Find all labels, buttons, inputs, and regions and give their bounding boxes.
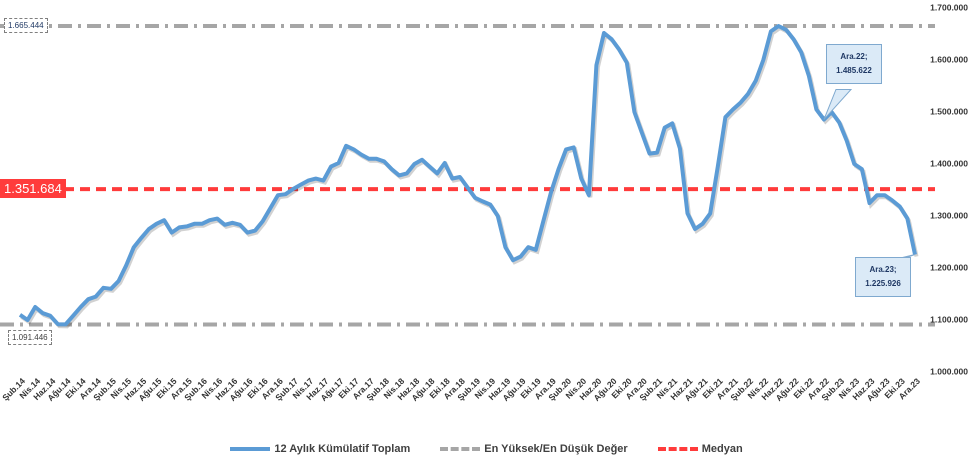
legend-item: En Yüksek/En Düşük Değer xyxy=(440,443,628,455)
y-tick-label: 1.500.000 xyxy=(930,106,968,116)
series-line-shadow xyxy=(20,25,919,329)
legend-label: 12 Aylık Kümülatif Toplam xyxy=(274,443,411,455)
reference-label: 1.351.684 xyxy=(0,179,66,199)
y-tick-label: 1.700.000 xyxy=(930,2,968,12)
y-tick-label: 1.300.000 xyxy=(930,210,968,220)
legend-swatch xyxy=(657,447,698,451)
callout-pointer xyxy=(823,88,853,120)
reference-label: 1.665.444 xyxy=(4,17,48,33)
series-line xyxy=(18,24,917,327)
legend-swatch xyxy=(230,447,271,451)
legend-item: 12 Aylık Kümülatif Toplam xyxy=(230,443,410,455)
y-tick-label: 1.200.000 xyxy=(930,262,968,272)
legend-item: Medyan xyxy=(657,443,743,455)
legend: 12 Aylık Kümülatif Toplam En Yüksek/En Dü… xyxy=(0,443,973,455)
y-tick-label: 1.100.000 xyxy=(930,314,968,324)
y-tick-label: 1.600.000 xyxy=(930,54,968,64)
legend-label: En Yüksek/En Düşük Değer xyxy=(484,443,628,455)
callout: Ara.22; 1.485.622 xyxy=(825,44,882,85)
y-tick-label: 1.000.000 xyxy=(930,366,968,376)
reference-label: 1.091.446 xyxy=(8,330,52,346)
legend-swatch xyxy=(440,447,481,451)
y-tick-label: 1.400.000 xyxy=(930,158,968,168)
plot: 1.000.000 1.100.000 1.200.000 1.300.000 1.40… xyxy=(0,2,968,403)
callout: Ara.23; 1.225.926 xyxy=(855,256,911,297)
legend-label: Medyan xyxy=(701,443,743,455)
